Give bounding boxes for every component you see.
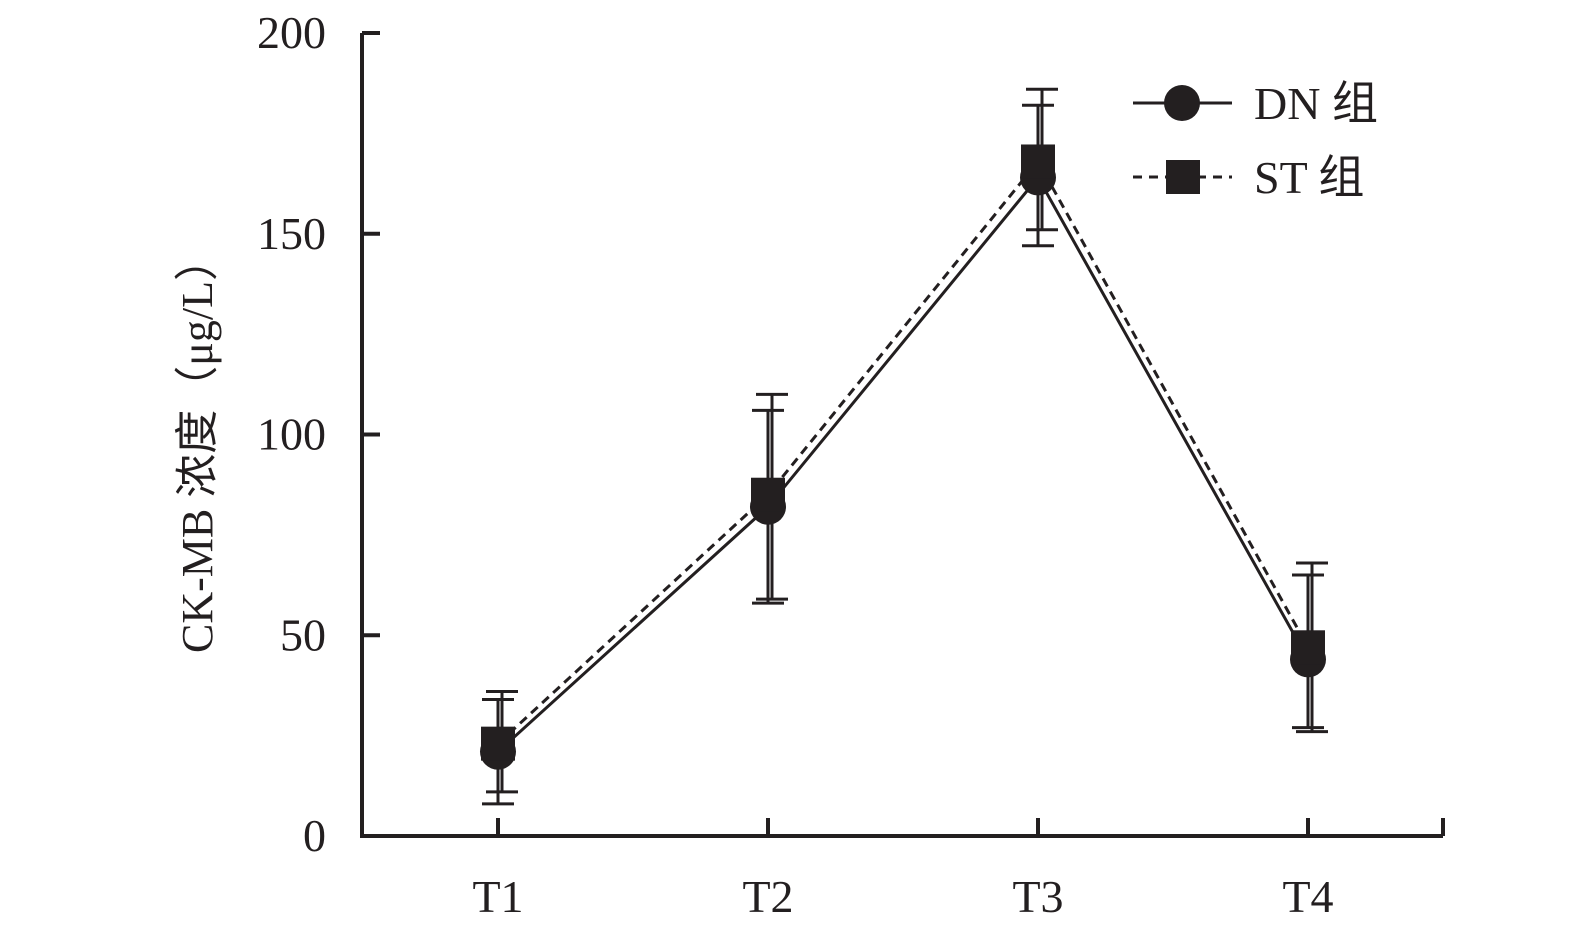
legend-item-1: DN 组 <box>1133 78 1378 129</box>
data-point-square <box>1021 144 1055 179</box>
x-tick-label: T2 <box>742 871 793 922</box>
error-bars-series-1 <box>482 103 1324 806</box>
series <box>480 87 1328 806</box>
series-line-2 <box>496 158 1310 745</box>
legend-marker-square <box>1166 160 1200 194</box>
y-axis-title-group: CK-MB 浓度（μg/L） <box>173 237 222 653</box>
x-tick-label: T1 <box>472 871 523 922</box>
data-point-square <box>481 726 515 761</box>
series-line-1 <box>496 174 1310 753</box>
error-bars-series-2 <box>486 87 1328 794</box>
legend: DN 组 ST 组 <box>1133 78 1378 203</box>
legend-label: DN 组 <box>1254 78 1378 129</box>
y-tick-label: 200 <box>257 7 326 58</box>
y-tick-label: 150 <box>257 208 326 259</box>
y-tick-label: 100 <box>257 409 326 460</box>
y-axis-title: CK-MB 浓度（μg/L） <box>173 237 222 653</box>
y-tick-label: 0 <box>303 810 326 861</box>
x-tick-label: T3 <box>1012 871 1063 922</box>
legend-label: ST 组 <box>1254 152 1364 203</box>
y-ticks: 0 50 100 150 200 <box>257 7 380 861</box>
data-point-square <box>751 477 785 512</box>
x-ticks: T1 T2 T3 T4 <box>472 818 1445 922</box>
legend-marker-circle <box>1164 85 1200 121</box>
markers-series-2 <box>481 144 1325 761</box>
y-tick-label: 50 <box>280 609 326 660</box>
data-point-square <box>1291 630 1325 665</box>
x-tick-label: T4 <box>1282 871 1333 922</box>
legend-item-2: ST 组 <box>1133 152 1364 203</box>
